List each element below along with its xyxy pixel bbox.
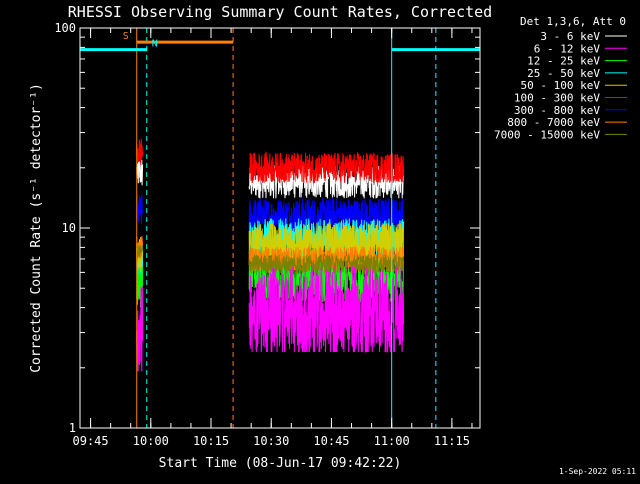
legend-label: 7000 - 15000 keV: [494, 128, 600, 141]
observing-flags: SN: [80, 31, 480, 52]
plot-area: [136, 138, 405, 372]
y-tick-label: 100: [54, 21, 76, 35]
legend-label: 300 - 800 keV: [514, 104, 600, 117]
legend-label: 800 - 7000 keV: [507, 116, 600, 129]
x-tick-label: 10:00: [133, 434, 169, 448]
chart-title: RHESSI Observing Summary Count Rates, Co…: [68, 3, 492, 21]
x-tick-label: 10:45: [313, 434, 349, 448]
footer-timestamp: 1-Sep-2022 05:11: [559, 467, 636, 476]
series-trace: [136, 243, 144, 263]
legend-title: Det 1,3,6, Att 0: [520, 15, 626, 28]
legend-label: 50 - 100 keV: [521, 79, 601, 92]
legend-label: 6 - 12 keV: [534, 42, 601, 55]
series-trace: [136, 138, 144, 166]
flag-label: S: [123, 31, 129, 42]
series-trace: [248, 197, 405, 236]
x-tick-label: 11:15: [434, 434, 470, 448]
x-tick-label: 09:45: [73, 434, 109, 448]
x-tick-label: 10:30: [253, 434, 289, 448]
series-100-300keV: [136, 138, 405, 184]
series-300-800keV: [136, 194, 405, 236]
series-6-12keV: [136, 265, 405, 372]
y-axis-label: Corrected Count Rate (s⁻¹ detector⁻¹): [29, 83, 44, 373]
legend-label: 100 - 300 keV: [514, 92, 600, 105]
series-trace: [248, 265, 405, 353]
series-trace: [248, 253, 405, 275]
x-axis-label: Start Time (08-Jun-17 09:42:22): [159, 456, 402, 471]
series-trace: [248, 150, 405, 184]
legend-label: 12 - 25 keV: [527, 55, 600, 68]
series-7000-15000keV: [136, 243, 405, 275]
series-trace: [136, 266, 144, 308]
series-trace: [136, 286, 144, 372]
flag-label: N: [152, 39, 158, 50]
x-tick-label: 10:15: [193, 434, 229, 448]
x-axis: 09:45 10:00 10:15 10:30 10:45 11:00 11:15: [73, 28, 473, 448]
x-tick-label: 11:00: [374, 434, 410, 448]
legend-label: 25 - 50 keV: [527, 67, 600, 80]
y-axis: 1 10 100: [54, 21, 480, 435]
y-tick-label: 10: [62, 221, 76, 235]
series-trace: [136, 194, 144, 225]
y-tick-label: 1: [69, 421, 76, 435]
legend-label: 3 - 6 keV: [540, 30, 600, 43]
